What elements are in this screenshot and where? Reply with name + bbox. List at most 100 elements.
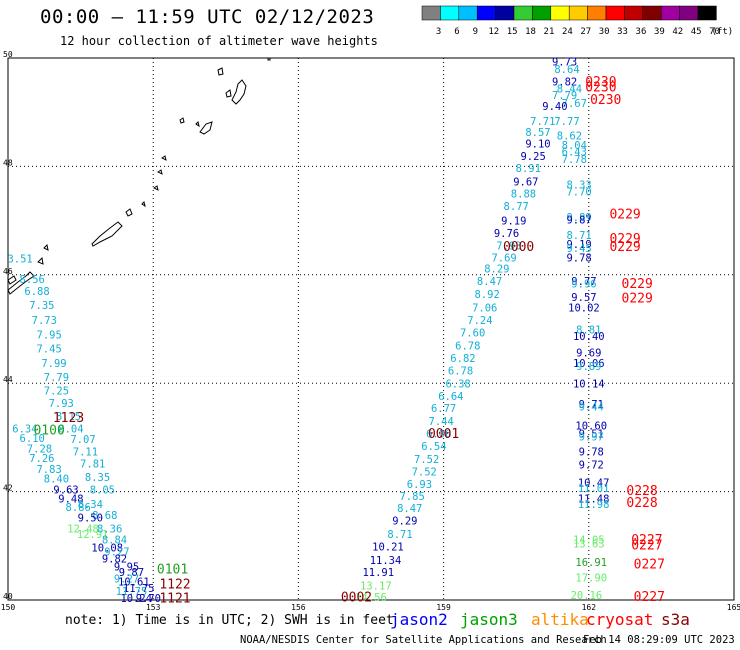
chart-subtitle: 12 hour collection of altimeter wave hei… <box>60 34 378 48</box>
island-shape <box>195 121 200 128</box>
colorbar-label: 33 <box>617 27 628 37</box>
wave-height-label: 10.47 <box>578 477 610 489</box>
wave-height-label: 11.75 <box>116 586 148 598</box>
wave-height-label: 6.78 <box>455 340 480 352</box>
wave-height-label: 7.69 <box>491 253 516 265</box>
pass-time-label: 0230 <box>585 75 616 90</box>
wave-height-label: 10.61 <box>118 577 150 589</box>
wave-height-label: 9.97 <box>579 431 604 443</box>
wave-height-label: 8.34 <box>78 499 103 511</box>
wave-height-label: 6.88 <box>24 286 49 298</box>
colorbar-label: 3 <box>436 27 441 37</box>
pass-time-label: 0001 <box>428 427 459 442</box>
wave-height-label: 7.67 <box>562 98 587 110</box>
wave-height-label: 10.06 <box>573 358 605 370</box>
wave-height-label: 9.27 <box>114 573 139 585</box>
wave-height-label: 7.28 <box>27 443 52 455</box>
wave-height-label: 6.54 <box>421 441 446 453</box>
wave-height-label: 10.60 <box>575 421 607 433</box>
wave-height-colorbar: 3 6 9 12 15 18 21 24 27 30 33 36 39 42 45 70(ft) <box>421 5 734 37</box>
island-shape <box>125 208 133 217</box>
wave-height-label: 7.78 <box>562 154 587 166</box>
y-tick-label: 44 <box>3 375 13 384</box>
wave-height-label: 9.67 <box>513 177 538 189</box>
wave-height-label: 6.93 <box>407 479 432 491</box>
satellite-legend-cryosat: cryosat <box>586 610 654 629</box>
wave-height-label: 8.04 <box>58 423 83 435</box>
wave-height-label: 14.56 <box>355 592 387 604</box>
wave-height-label: 7.73 <box>32 315 57 327</box>
pass-time-label: 0101 <box>157 563 188 578</box>
wave-height-label: 8.84 <box>102 534 127 546</box>
wave-height-label: 7.24 <box>467 315 492 327</box>
wave-height-label: 7.99 <box>41 358 66 370</box>
wave-height-label: 7.81 <box>80 459 105 471</box>
colorbar-label: 6 <box>454 27 459 37</box>
plot-frame <box>7 57 735 601</box>
pass-time-label: 0228 <box>626 496 657 511</box>
island-shape <box>157 169 163 175</box>
colorbar-swatch <box>697 5 717 21</box>
wave-height-label: 8.81 <box>576 325 601 337</box>
wave-height-label: 9.29 <box>392 515 417 527</box>
wave-height-label: 9.45 <box>566 243 591 255</box>
wave-height-label: 7.44 <box>429 416 454 428</box>
y-tick-label: 42 <box>3 484 13 493</box>
island-shape <box>179 117 185 124</box>
wave-height-label: 9.19 <box>501 216 526 228</box>
chart-title: 00:00 – 11:59 UTC 02/12/2023 <box>40 6 375 28</box>
wave-height-label: 3.51 <box>7 254 32 266</box>
wave-height-label: 9.50 <box>78 513 103 525</box>
wave-height-label: 8.05 <box>90 485 115 497</box>
colorbar-label: 9 <box>473 27 478 37</box>
pass-time-label: 0100 <box>33 423 64 438</box>
wave-height-labels: 3.518.566.887.357.737.957.457.997.797.25… <box>7 56 665 606</box>
wave-height-label: 7.85 <box>399 491 424 503</box>
wave-height-label: 9.71 <box>579 399 604 411</box>
credit-line: NOAA/NESDIS Center for Satellite Applica… <box>240 634 607 646</box>
island-shape <box>43 243 49 251</box>
wave-height-label: 10.24 <box>120 593 152 605</box>
wave-height-label: 7.26 <box>29 453 54 465</box>
wave-height-label: 10.21 <box>372 541 404 553</box>
colorbar-label: 12 <box>488 27 499 37</box>
colorbar-label: 27 <box>580 27 591 37</box>
wave-height-label: 9.76 <box>494 228 519 240</box>
wave-height-label: 8.57 <box>525 127 550 139</box>
wave-height-label: 7.52 <box>414 454 439 466</box>
wave-height-label: 7.06 <box>472 302 497 314</box>
wave-height-label: 20.16 <box>571 590 603 602</box>
wave-height-label: 11.01 <box>578 483 610 495</box>
wave-height-label: 9.10 <box>525 139 550 151</box>
island-shape <box>153 185 159 191</box>
wave-height-label: 9.48 <box>58 494 83 506</box>
wave-height-label: 7.11 <box>73 447 98 459</box>
wave-height-label: 9.89 <box>576 361 601 373</box>
wave-height-label: 8.33 <box>566 179 591 191</box>
wave-height-label: 9.57 <box>571 292 596 304</box>
wave-height-label: 7.79 <box>44 372 69 384</box>
wave-height-label: 8.29 <box>484 263 509 275</box>
wave-height-label: 8.04 <box>562 140 587 152</box>
generated-timestamp: Feb 14 08:29:09 UTC 2023 <box>583 634 735 646</box>
wave-height-label: 8.86 <box>66 502 91 514</box>
wave-height-label: 7.35 <box>29 300 54 312</box>
pass-time-label: 0229 <box>622 292 653 307</box>
wave-height-label: 9.77 <box>571 276 596 288</box>
wave-height-label: 10.14 <box>573 378 605 390</box>
colorbar-label: 42 <box>672 27 683 37</box>
colorbar-unit: (ft) <box>712 27 734 37</box>
wave-height-label: 6.10 <box>20 433 45 445</box>
wave-height-label: 11.98 <box>578 499 610 511</box>
wave-height-label: 9.73 <box>552 56 577 68</box>
y-tick-label: 48 <box>3 158 13 167</box>
colorbar-label: 39 <box>654 27 665 37</box>
wave-height-label: 8.15 <box>56 411 81 423</box>
wave-height-label: 11.75 <box>123 583 155 595</box>
y-tick-label: 46 <box>3 267 13 276</box>
colorbar-label: 18 <box>525 27 536 37</box>
island-shape <box>217 67 224 76</box>
wave-height-label: 10.08 <box>91 543 123 555</box>
y-tick-label: 40 <box>3 592 13 601</box>
wave-height-label: 9.87 <box>566 215 591 227</box>
